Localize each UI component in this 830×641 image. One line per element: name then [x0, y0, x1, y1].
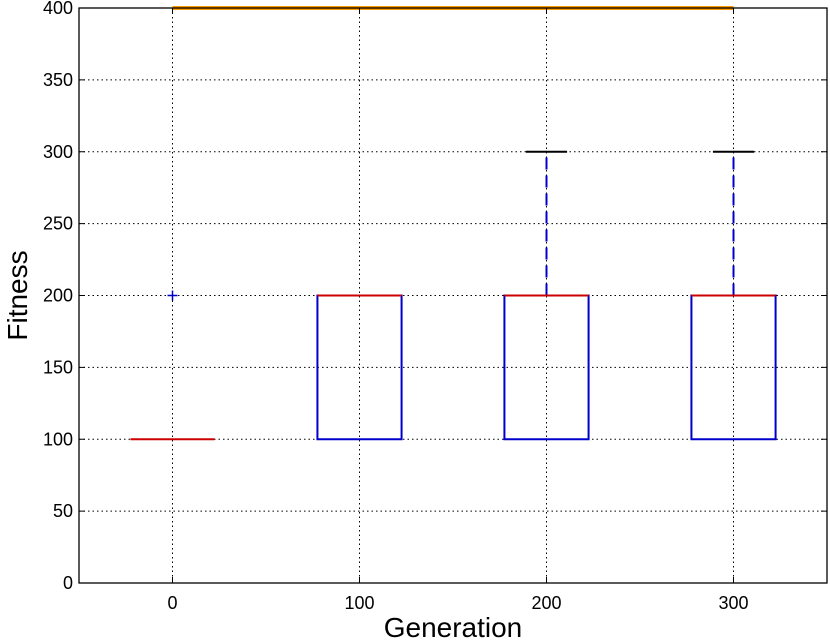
tick-marks	[79, 7, 827, 584]
x-tick-label: 100	[344, 593, 374, 613]
box-group	[316, 294, 403, 441]
y-tick-label: 150	[43, 357, 73, 377]
y-tick-label: 0	[63, 573, 73, 593]
y-tick-label: 200	[43, 286, 73, 306]
box-group	[690, 150, 777, 441]
y-axis-label: Fitness	[2, 250, 33, 340]
y-tick-label: 300	[43, 142, 73, 162]
y-tick-labels: 0 50 100 150 200 250 300 350 400	[43, 0, 73, 593]
x-axis-label: Generation	[384, 612, 523, 641]
y-tick-label: 250	[43, 214, 73, 234]
y-tick-label: 50	[53, 501, 73, 521]
box-group	[503, 150, 590, 441]
x-tick-label: 200	[531, 593, 561, 613]
x-tick-label: 300	[718, 593, 748, 613]
y-tick-label: 350	[43, 70, 73, 90]
x-tick-label: 0	[167, 593, 177, 613]
y-tick-label: 400	[43, 0, 73, 18]
x-tick-labels: 0 100 200 300	[167, 593, 748, 613]
y-tick-label: 100	[43, 429, 73, 449]
box-group	[130, 290, 215, 441]
